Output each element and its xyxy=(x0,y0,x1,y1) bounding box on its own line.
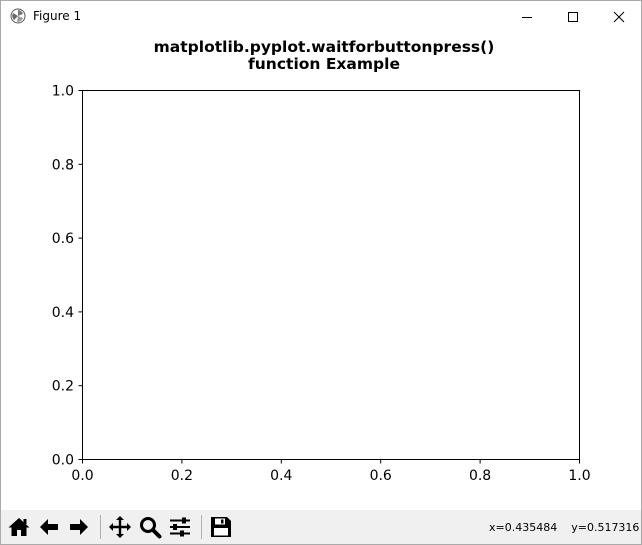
title-bar[interactable]: Figure 1 xyxy=(1,1,641,32)
toolbar-separator xyxy=(201,515,202,539)
figure-title-line-1: matplotlib.pyplot.waitforbuttonpress() xyxy=(153,38,495,56)
x-tick-label: 1.0 xyxy=(568,468,590,484)
save-button[interactable] xyxy=(207,513,235,541)
close-button[interactable] xyxy=(596,1,641,32)
maximize-button[interactable] xyxy=(550,1,596,32)
x-tick-label: 0.4 xyxy=(270,468,292,484)
figure-canvas[interactable]: matplotlib.pyplot.waitforbuttonpress() f… xyxy=(1,32,641,510)
matplotlib-logo-icon xyxy=(10,8,26,24)
axes-frame xyxy=(82,90,580,460)
cursor-coordinates: x=0.435484 y=0.517316 xyxy=(489,521,639,534)
configure-subplots-button[interactable] xyxy=(166,513,194,541)
back-button[interactable] xyxy=(35,513,63,541)
cursor-y-readout: y=0.517316 xyxy=(571,521,640,534)
y-tick-label: 0.6 xyxy=(52,231,74,247)
home-button[interactable] xyxy=(5,513,33,541)
pan-button[interactable] xyxy=(106,513,134,541)
plot-area[interactable]: 0.0 0.2 0.4 0.6 0.8 1.0 0.0 0.2 0.4 0.6 0.8 1.0 xyxy=(1,32,641,510)
figure-title-line-2: function Example xyxy=(248,55,400,73)
sliders-icon xyxy=(170,517,190,537)
y-tick-label: 0.8 xyxy=(52,157,74,173)
maximize-icon xyxy=(568,11,578,22)
minimize-button[interactable] xyxy=(504,1,550,32)
floppy-disk-icon xyxy=(211,517,231,537)
y-tick-label: 0.0 xyxy=(52,453,74,469)
y-tick-label: 0.2 xyxy=(52,379,74,395)
zoom-magnifier-icon xyxy=(140,517,162,539)
cursor-x-readout: x=0.435484 xyxy=(489,521,558,534)
window-title: Figure 1 xyxy=(33,9,82,23)
x-tick-label: 0.2 xyxy=(171,468,193,484)
figure-title: matplotlib.pyplot.waitforbuttonpress() f… xyxy=(1,38,641,73)
close-icon xyxy=(613,11,625,22)
home-icon xyxy=(8,518,30,536)
toolbar-separator xyxy=(100,515,101,539)
x-tick-label: 0.8 xyxy=(469,468,491,484)
x-tick-label: 0.0 xyxy=(71,468,93,484)
y-tick-label: 0.4 xyxy=(52,305,74,321)
zoom-button[interactable] xyxy=(136,513,164,541)
forward-button[interactable] xyxy=(65,513,93,541)
back-arrow-icon xyxy=(40,519,58,535)
minimize-icon xyxy=(522,16,532,18)
navigation-toolbar: x=0.435484 y=0.517316 xyxy=(1,510,641,544)
forward-arrow-icon xyxy=(70,519,88,535)
y-tick-label: 1.0 xyxy=(52,84,74,100)
x-tick-label: 0.6 xyxy=(370,468,392,484)
pan-move-icon xyxy=(109,516,131,538)
